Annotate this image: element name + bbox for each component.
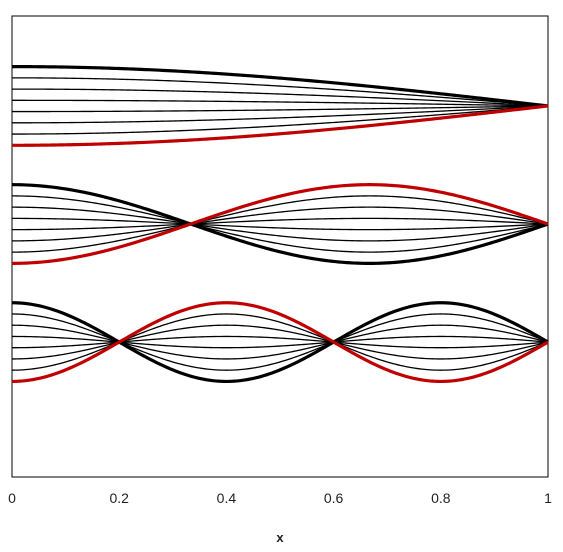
series-line-mode3-2 xyxy=(11,324,549,360)
series-line-mode1-final xyxy=(12,104,549,147)
series-line-mode3-3 xyxy=(11,335,549,349)
x-tick-label: 0.6 xyxy=(324,490,344,506)
series-line-mode2-6 xyxy=(11,195,549,253)
series-line-mode3-4 xyxy=(11,335,549,349)
x-tick-label: 0.4 xyxy=(217,490,237,506)
series-line-mode1-envelope xyxy=(12,65,549,108)
series-line-mode2-3 xyxy=(12,217,549,231)
series-line-mode1-7 xyxy=(12,105,549,135)
series-line-mode1-2 xyxy=(12,77,549,107)
series-line-mode2-1 xyxy=(11,195,549,253)
x-tick-label: 0 xyxy=(8,490,16,506)
series-line-mode2-2 xyxy=(12,206,549,242)
series-line-mode3-final xyxy=(11,301,549,384)
x-tick-label: 0.2 xyxy=(109,490,129,506)
series-line-mode1-4 xyxy=(12,99,549,107)
x-tick-label: 1 xyxy=(544,490,552,506)
series-line-mode2-envelope xyxy=(11,183,549,265)
series-line-mode2-4 xyxy=(12,217,549,231)
series-line-mode3-6 xyxy=(11,313,549,371)
series-line-mode3-5 xyxy=(11,324,549,360)
x-tick-label: 0.8 xyxy=(431,490,451,506)
series-line-mode3-1 xyxy=(11,313,549,371)
curves xyxy=(11,65,549,384)
x-axis-ticks: 0 0.2 0.4 0.6 0.8 1 xyxy=(8,490,552,506)
series-line-mode2-final xyxy=(11,183,549,265)
plot-frame xyxy=(11,15,549,478)
x-axis-title: x xyxy=(276,530,284,545)
series-line-mode1-5 xyxy=(12,105,549,113)
series-line-mode1-6 xyxy=(12,105,549,124)
series-line-mode2-5 xyxy=(11,206,549,242)
series-line-mode1-3 xyxy=(12,88,549,107)
series-line-mode3-envelope xyxy=(11,301,549,384)
